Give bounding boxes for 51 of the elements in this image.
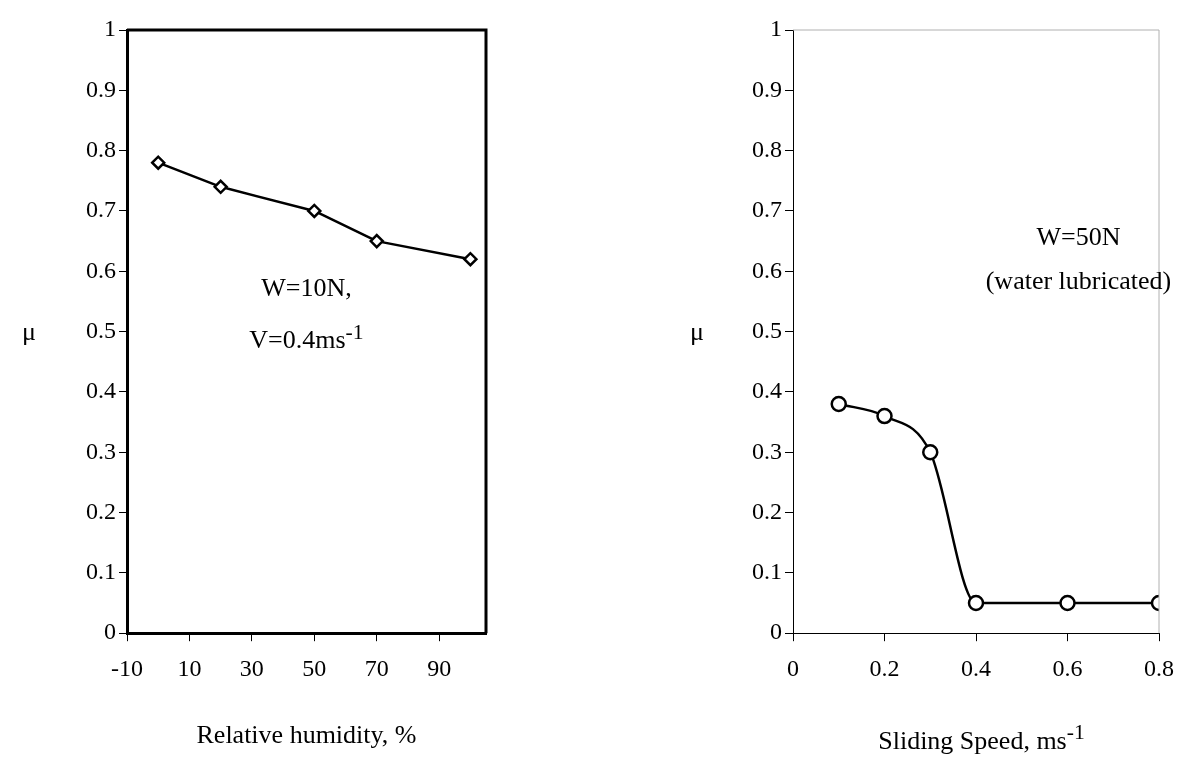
x-tick-label: 0.6 bbox=[1052, 654, 1083, 681]
x-axis-title: Sliding Speed, ms$^{-1}$ bbox=[877, 720, 1086, 756]
point bbox=[307, 203, 322, 219]
y-axis-title: μ bbox=[22, 316, 36, 347]
y-tick-label: 0.2 bbox=[86, 497, 116, 524]
y-tick-label: 0.3 bbox=[86, 437, 116, 464]
x-tick-label: 0.2 bbox=[869, 654, 900, 681]
y-tick-label: 0.4 bbox=[86, 377, 116, 404]
y-tick-label: 0.8 bbox=[752, 135, 782, 162]
x-tick-label: 0.4 bbox=[961, 654, 991, 681]
point bbox=[213, 179, 228, 195]
x-axis-title: Relative humidity, % bbox=[195, 720, 418, 750]
x-tick-label: 10 bbox=[177, 654, 202, 681]
annotation: V=0.4ms$^{-1}$ bbox=[249, 318, 364, 356]
x-tick-label: 50 bbox=[302, 654, 327, 681]
x-tick-label: -10 bbox=[111, 654, 143, 681]
y-tick-label: 0.1 bbox=[752, 558, 782, 585]
y-tick-label: 0 bbox=[770, 618, 782, 645]
y-tick-label: 1 bbox=[770, 15, 782, 42]
y-tick-label: 0.4 bbox=[752, 377, 782, 404]
point bbox=[463, 251, 478, 267]
y-axis-title: μ bbox=[690, 316, 704, 347]
y-tick-label: 0.8 bbox=[86, 135, 116, 162]
point bbox=[369, 233, 384, 249]
y-tick-label: 0.7 bbox=[86, 196, 116, 223]
x-tick-label: 30 bbox=[239, 654, 264, 681]
point bbox=[967, 594, 985, 612]
annotation: (water lubricated) bbox=[985, 265, 1172, 298]
y-tick-label: 0.7 bbox=[752, 196, 782, 223]
y-tick-label: 0.5 bbox=[86, 316, 116, 343]
x-tick-label: 0 bbox=[787, 654, 799, 681]
y-tick-label: 0 bbox=[104, 618, 116, 645]
point bbox=[876, 407, 893, 425]
y-tick-label: 0.6 bbox=[86, 256, 116, 283]
point bbox=[830, 395, 847, 413]
point bbox=[922, 443, 939, 461]
x-tick-label: 70 bbox=[364, 654, 389, 681]
y-tick-label: 0.1 bbox=[86, 558, 116, 585]
y-tick-label: 0.9 bbox=[86, 75, 116, 102]
y-tick-label: 0.6 bbox=[752, 256, 782, 283]
y-tick-label: 0.5 bbox=[752, 316, 782, 343]
annotation: W=50N bbox=[1035, 221, 1122, 254]
point bbox=[1059, 594, 1076, 612]
annotation: W=10N, bbox=[260, 271, 353, 304]
point bbox=[150, 155, 166, 170]
y-tick-label: 0.2 bbox=[752, 497, 782, 524]
x-tick-label: 90 bbox=[427, 654, 452, 681]
y-tick-label: 1 bbox=[104, 15, 116, 42]
y-tick-label: 0.3 bbox=[752, 437, 782, 464]
x-tick-label: 0.8 bbox=[1144, 654, 1174, 681]
y-tick-label: 0.9 bbox=[752, 75, 782, 102]
